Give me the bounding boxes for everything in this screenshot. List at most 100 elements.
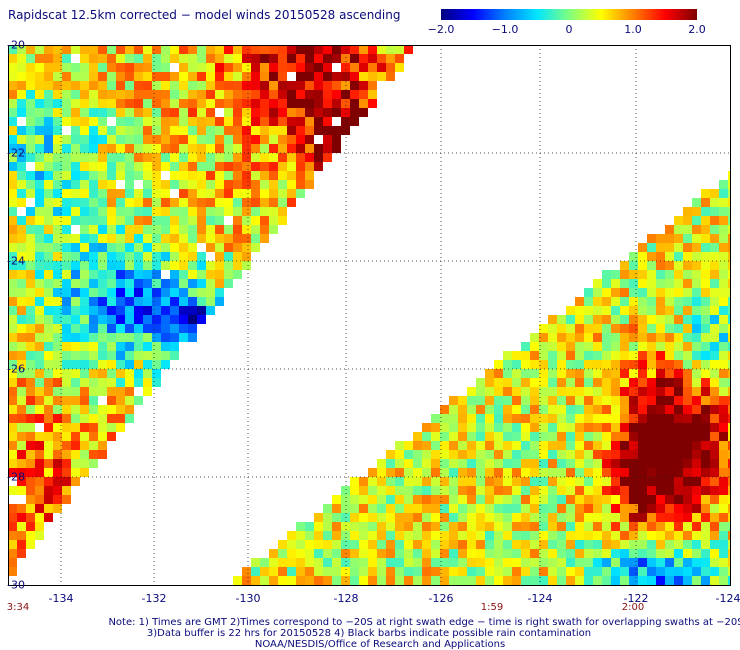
wind-cell [35,54,44,63]
wind-cell [179,234,188,243]
wind-cell [26,270,35,279]
wind-cell [350,567,359,576]
wind-cell [44,108,53,117]
wind-cell [656,252,665,261]
wind-cell [629,504,638,513]
wind-cell [233,126,242,135]
wind-cell [575,387,584,396]
wind-cell [26,90,35,99]
wind-cell [602,486,611,495]
wind-cell [548,342,557,351]
wind-cell [566,504,575,513]
wind-cell [233,576,242,585]
wind-cell [71,99,80,108]
wind-cell [557,405,566,414]
wind-cell [296,135,305,144]
wind-cell [125,162,134,171]
wind-cell [719,279,728,288]
wind-cell [602,441,611,450]
wind-cell [233,171,242,180]
wind-cell [116,216,125,225]
wind-cell [593,414,602,423]
wind-cell [98,135,107,144]
wind-cell [62,324,71,333]
wind-cell [701,369,710,378]
wind-cell [71,414,80,423]
wind-cell [566,522,575,531]
wind-cell [512,486,521,495]
wind-cell [125,63,134,72]
wind-cell [197,117,206,126]
wind-cell [224,270,233,279]
wind-cell [197,225,206,234]
wind-cell [701,405,710,414]
wind-cell [548,423,557,432]
wind-cell [638,387,647,396]
wind-cell [593,576,602,585]
wind-cell [710,252,719,261]
wind-cell [386,459,395,468]
wind-cell [584,351,593,360]
wind-cell [17,189,26,198]
wind-cell [125,324,134,333]
wind-cell [548,450,557,459]
wind-cell [422,441,431,450]
wind-cell [359,495,368,504]
wind-cell [692,279,701,288]
wind-cell [656,297,665,306]
wind-cell [602,432,611,441]
wind-cell [611,468,620,477]
wind-cell [170,162,179,171]
wind-cell [674,513,683,522]
wind-cell [584,288,593,297]
wind-cell [350,531,359,540]
wind-cell [629,576,638,585]
wind-cell [26,126,35,135]
wind-cell [647,297,656,306]
wind-cell [710,351,719,360]
wind-cell [152,45,161,54]
wind-cell [665,450,674,459]
wind-cell [71,351,80,360]
wind-cell [665,351,674,360]
wind-cell [548,495,557,504]
wind-cell [89,333,98,342]
wind-cell [89,288,98,297]
wind-cell [503,405,512,414]
wind-cell [566,360,575,369]
wind-cell [125,243,134,252]
wind-cell [692,540,701,549]
wind-cell [386,477,395,486]
wind-cell [260,144,269,153]
wind-cell [134,135,143,144]
wind-cell [584,306,593,315]
wind-cell [566,306,575,315]
wind-cell [44,378,53,387]
wind-cell [656,495,665,504]
wind-cell [8,144,17,153]
wind-cell [719,522,728,531]
wind-cell [674,333,683,342]
wind-cell [431,432,440,441]
wind-cell [584,324,593,333]
wind-cell [134,261,143,270]
wind-cell [575,423,584,432]
wind-cell [323,144,332,153]
wind-cell [134,315,143,324]
wind-cell [233,234,242,243]
wind-cell [62,45,71,54]
wind-cell [8,387,17,396]
wind-cell [89,171,98,180]
wind-cell [26,513,35,522]
wind-cell [17,414,26,423]
wind-cell [728,270,731,279]
wind-cell [539,450,548,459]
wind-cell [170,72,179,81]
wind-cell [647,477,656,486]
wind-cell [251,90,260,99]
wind-cell [8,459,17,468]
wind-cell [728,522,731,531]
wind-cell [512,459,521,468]
wind-cell [107,207,116,216]
wind-cell [323,513,332,522]
